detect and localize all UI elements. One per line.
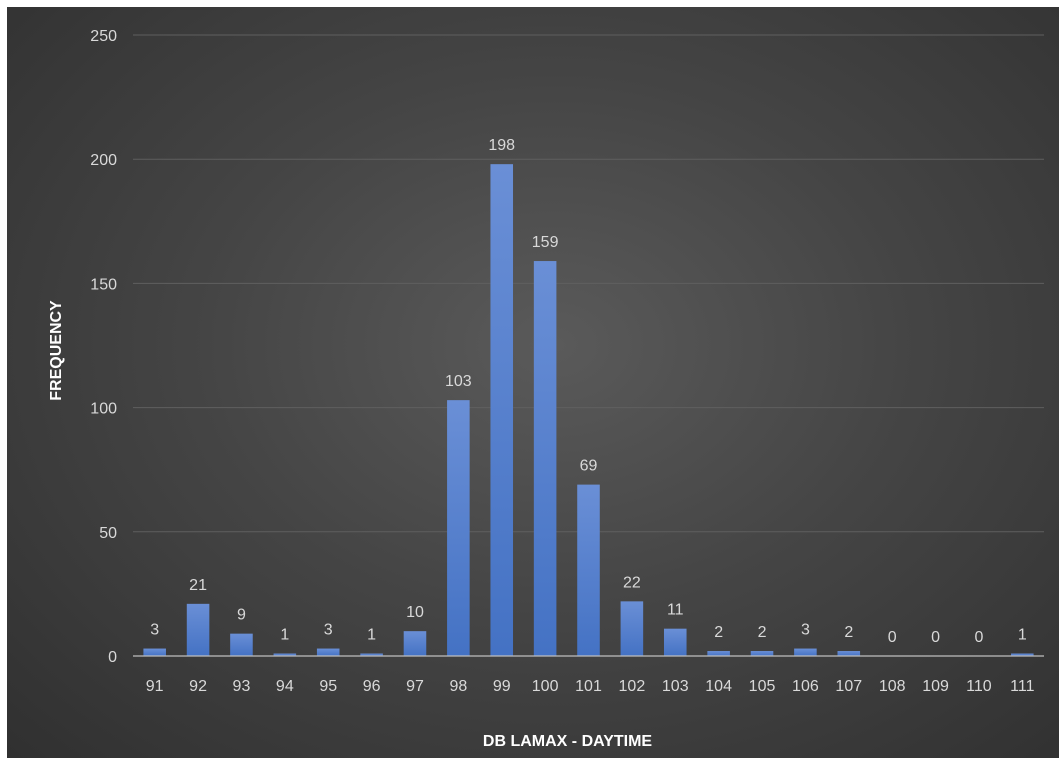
x-tick-label: 103	[662, 678, 689, 695]
bar	[707, 651, 730, 656]
x-tick-label: 100	[532, 678, 559, 695]
data-label: 1	[367, 627, 376, 644]
bar	[837, 651, 861, 656]
y-tick-label: 250	[90, 28, 117, 45]
data-label: 10	[406, 604, 424, 621]
x-tick-label: 105	[749, 678, 776, 695]
data-label: 1	[1018, 627, 1027, 644]
data-label: 69	[580, 458, 598, 475]
x-tick-label: 109	[922, 678, 949, 695]
x-tick-label: 91	[146, 678, 164, 695]
x-tick-label: 99	[493, 678, 511, 695]
y-tick-label: 200	[90, 152, 117, 169]
bar	[533, 261, 557, 656]
data-label: 2	[758, 624, 767, 641]
x-tick-label: 98	[449, 678, 467, 695]
x-tick-label: 102	[619, 678, 646, 695]
x-tick-label: 104	[705, 678, 732, 695]
bars	[143, 164, 1034, 656]
x-tick-label: 97	[406, 678, 424, 695]
data-label: 103	[445, 373, 472, 390]
y-tick-label: 0	[108, 649, 117, 666]
bar	[143, 648, 166, 656]
x-tick-label: 101	[575, 678, 602, 695]
x-tick-label: 111	[1010, 678, 1034, 695]
gridlines	[133, 34, 1044, 533]
data-label: 3	[150, 622, 159, 639]
x-tick-label: 106	[792, 678, 819, 695]
bar	[447, 400, 470, 656]
x-tick-label: 107	[835, 678, 862, 695]
data-label: 3	[324, 622, 333, 639]
data-label: 159	[532, 234, 559, 251]
data-label: 0	[931, 629, 940, 646]
x-axis-ticks: 91 92 93 94 95 96 97 98 99 100 101 102 103 104 105 106 1…	[146, 678, 1035, 695]
data-label: 0	[888, 629, 897, 646]
bar	[230, 633, 253, 656]
y-axis-ticks: 0 50 100 150 200 250	[90, 28, 117, 666]
y-tick-label: 50	[99, 525, 117, 542]
chart-area: 0 50 100 150 200 250 91 92 93 94 95 96 97 98 99 100 101…	[7, 7, 1059, 758]
y-tick-label: 100	[90, 401, 117, 418]
bar	[186, 603, 210, 656]
data-label: 198	[488, 137, 515, 154]
data-label: 2	[714, 624, 723, 641]
data-label: 2	[844, 624, 853, 641]
x-tick-label: 108	[879, 678, 906, 695]
bar	[1011, 653, 1034, 656]
data-label: 11	[667, 602, 684, 619]
data-label: 3	[801, 622, 810, 639]
data-label: 22	[623, 574, 641, 591]
bar	[663, 628, 687, 656]
y-tick-label: 150	[90, 276, 117, 293]
bar	[750, 651, 774, 656]
x-tick-label: 92	[189, 678, 207, 695]
data-label: 1	[280, 627, 289, 644]
x-axis-title: DB LAMAX - DAYTIME	[483, 733, 653, 750]
data-label: 21	[189, 577, 207, 594]
x-tick-label: 110	[966, 678, 992, 695]
x-tick-label: 94	[276, 678, 294, 695]
bar	[273, 653, 297, 656]
x-tick-label: 96	[363, 678, 381, 695]
data-label: 9	[237, 607, 246, 624]
data-label: 0	[974, 629, 983, 646]
bar	[794, 648, 817, 656]
bar	[490, 164, 514, 656]
bar	[316, 648, 340, 656]
bar	[577, 484, 600, 656]
bar	[620, 601, 644, 656]
bar	[403, 631, 427, 656]
bar	[360, 653, 383, 656]
x-tick-label: 95	[319, 678, 337, 695]
x-tick-label: 93	[233, 678, 251, 695]
y-axis-title: FREQUENCY	[48, 300, 65, 401]
